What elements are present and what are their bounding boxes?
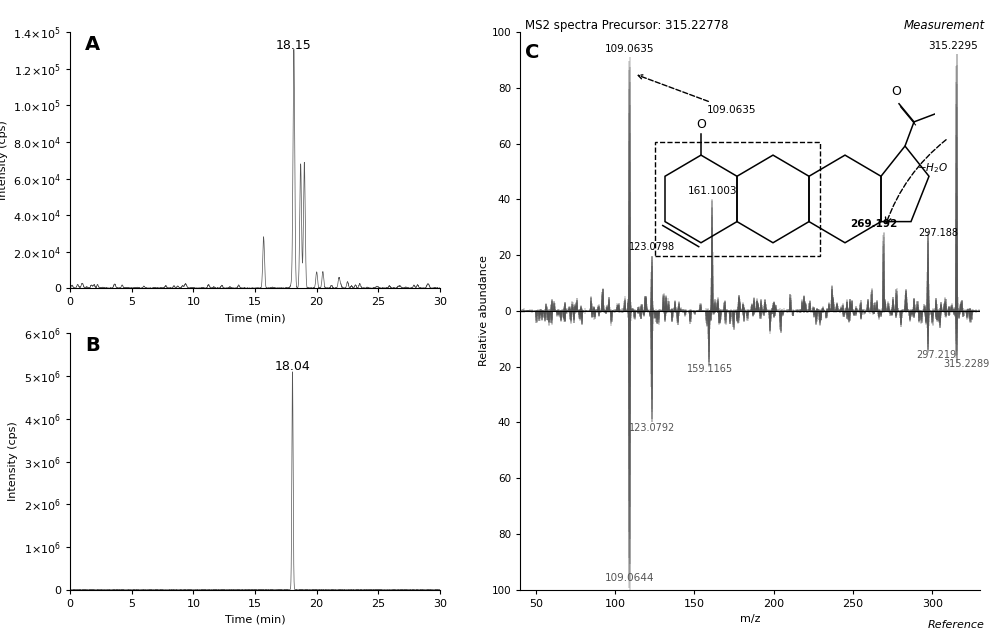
Text: 269.192: 269.192 <box>850 219 897 229</box>
Text: 109.0644: 109.0644 <box>605 573 654 583</box>
Text: MS2 spectra Precursor: 315.22778: MS2 spectra Precursor: 315.22778 <box>525 19 728 32</box>
X-axis label: m/z: m/z <box>740 614 760 624</box>
Text: 315.2289: 315.2289 <box>944 359 990 369</box>
Text: 18.04: 18.04 <box>275 360 310 372</box>
X-axis label: Time (min): Time (min) <box>225 614 285 624</box>
Text: Measurement: Measurement <box>904 19 985 32</box>
Text: 123.0792: 123.0792 <box>629 423 676 433</box>
X-axis label: Time (min): Time (min) <box>225 313 285 323</box>
Text: 18.15: 18.15 <box>276 38 312 51</box>
Text: 315.2295: 315.2295 <box>928 41 978 51</box>
Text: B: B <box>85 337 100 355</box>
Text: 123.0798: 123.0798 <box>629 242 675 251</box>
Text: 109.0635: 109.0635 <box>605 44 654 54</box>
Text: C: C <box>525 43 539 62</box>
Text: Reference: Reference <box>928 620 985 630</box>
Text: $-H_2O$: $-H_2O$ <box>917 162 948 175</box>
Text: 297.188: 297.188 <box>918 228 958 238</box>
Text: A: A <box>85 35 100 54</box>
Y-axis label: Intensity (cps): Intensity (cps) <box>8 422 18 501</box>
Text: 161.1003: 161.1003 <box>687 186 737 196</box>
Text: 159.1165: 159.1165 <box>686 364 733 374</box>
Y-axis label: Intensity (cps): Intensity (cps) <box>0 121 8 200</box>
Text: O: O <box>891 85 901 97</box>
Text: O: O <box>696 118 706 131</box>
Text: 297.219: 297.219 <box>917 350 957 360</box>
Y-axis label: Relative abundance: Relative abundance <box>479 256 489 366</box>
Text: 109.0635: 109.0635 <box>638 75 757 115</box>
